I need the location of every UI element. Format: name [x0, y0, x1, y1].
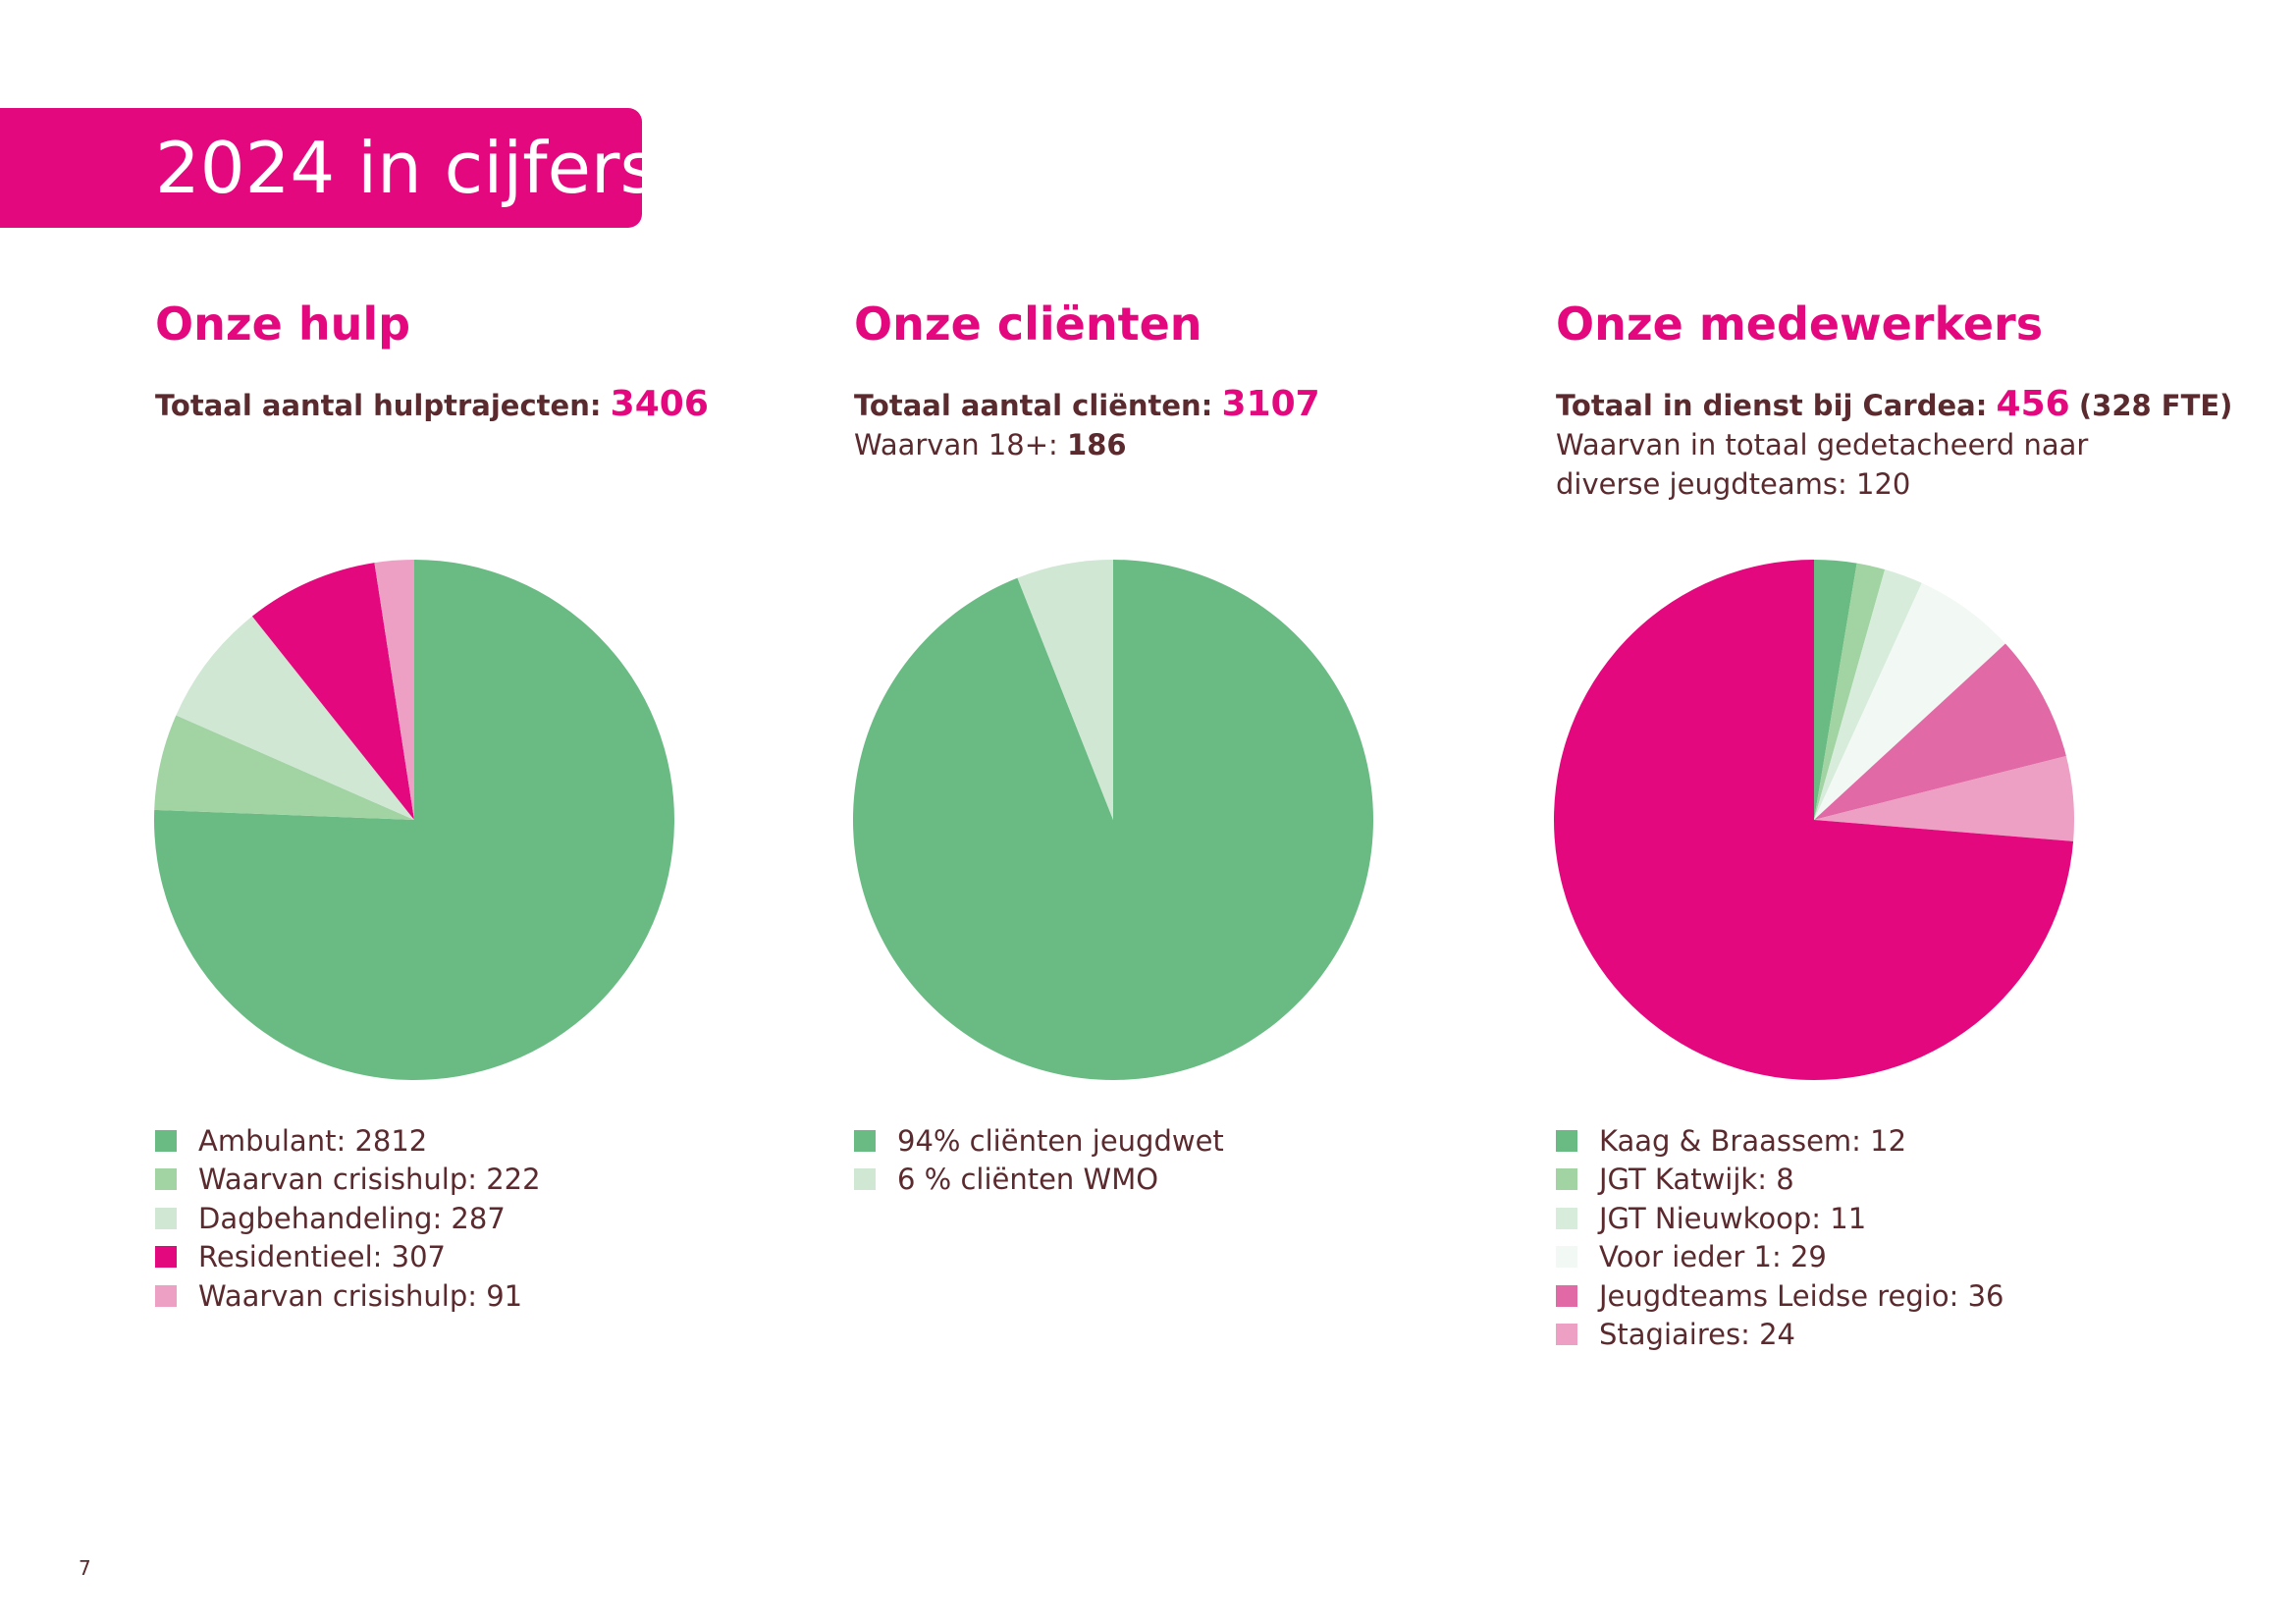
legend-swatch	[155, 1129, 177, 1152]
pie-slice	[154, 715, 414, 820]
section-heading: Onze medewerkers	[1556, 298, 2044, 351]
section-onze-hulp: Onze hulp Totaal aantal hulptrajecten: 3…	[155, 295, 823, 425]
pie-slice	[1814, 560, 1857, 820]
legend-swatch	[1556, 1324, 1577, 1346]
legend-medewerkers: Kaag & Braassem: 12 JGT Katwijk: 8 JGT Nie…	[1556, 1121, 2243, 1354]
legend-swatch	[854, 1168, 876, 1191]
section-heading: Onze hulp	[155, 298, 411, 351]
section-onze-medewerkers: Onze medewerkers Totaal in dienst bij Ca…	[1556, 295, 2282, 504]
title-banner: 2024 in cijfers	[0, 108, 657, 228]
sub-stat-label: Waarvan 18+:	[854, 428, 1058, 461]
pie-slice	[251, 563, 414, 820]
pie-slice	[1814, 582, 2005, 820]
total-stat: Totaal in dienst bij Cardea: 456 (328 FT…	[1556, 385, 2282, 504]
stat-label: Totaal aantal hulptrajecten:	[155, 389, 602, 422]
stat-value: 456	[1996, 384, 2070, 424]
stat-fte: (328 FTE)	[2078, 389, 2233, 422]
legend-item: JGT Nieuwkoop: 11	[1556, 1199, 2243, 1238]
legend-item: Waarvan crisishulp: 222	[155, 1161, 842, 1200]
legend-item: Kaag & Braassem: 12	[1556, 1121, 2243, 1161]
legend-swatch	[1556, 1168, 1577, 1191]
pie-slice	[1814, 563, 1886, 820]
stat-value: 3107	[1221, 384, 1320, 424]
total-stat: Totaal aantal hulptrajecten: 3406	[155, 385, 823, 425]
legend-item: Jeugdteams Leidse regio: 36	[1556, 1276, 2243, 1316]
stat-value: 3406	[610, 384, 709, 424]
legend-label: 94% cliënten jeugdwet	[897, 1123, 1224, 1158]
sub-stat-value: 186	[1067, 428, 1127, 461]
legend-item: Stagiaires: 24	[1556, 1316, 2243, 1355]
section-heading: Onze cliënten	[854, 298, 1202, 351]
sub-stat-line-1: Waarvan in totaal gedetacheerd naar	[1556, 428, 2089, 461]
legend-swatch	[854, 1129, 876, 1152]
pie-slice	[1554, 560, 2074, 1080]
legend-label: 6 % cliënten WMO	[897, 1163, 1159, 1197]
pie-slice	[1814, 755, 2074, 841]
legend-item: JGT Katwijk: 8	[1556, 1161, 2243, 1200]
pie-chart-clienten	[853, 560, 1373, 1080]
sub-stat: Waarvan 18+: 186	[854, 425, 1522, 464]
legend-label: Dagbehandeling: 287	[198, 1201, 506, 1235]
legend-label: Voor ieder 1: 29	[1599, 1240, 1827, 1274]
legend-swatch	[155, 1207, 177, 1229]
legend-item: 94% cliënten jeugdwet	[854, 1121, 1541, 1161]
legend-swatch	[155, 1284, 177, 1307]
pie-slice	[1814, 643, 2066, 820]
legend-item: Ambulant: 2812	[155, 1121, 842, 1161]
legend-label: Residentieel: 307	[198, 1240, 446, 1274]
legend-label: Waarvan crisishulp: 222	[198, 1163, 541, 1197]
pie-slice	[1017, 560, 1113, 820]
legend-label: Jeugdteams Leidse regio: 36	[1599, 1278, 2004, 1313]
legend-label: JGT Nieuwkoop: 11	[1599, 1201, 1867, 1235]
legend-swatch	[155, 1168, 177, 1191]
page-title: 2024 in cijfers	[155, 127, 657, 209]
sub-stat-line-2: diverse jeugdteams: 120	[1556, 467, 1911, 501]
legend-swatch	[1556, 1207, 1577, 1229]
page-number: 7	[79, 1556, 91, 1580]
legend-label: JGT Katwijk: 8	[1599, 1163, 1794, 1197]
legend-item: 6 % cliënten WMO	[854, 1161, 1541, 1200]
legend-label: Ambulant: 2812	[198, 1123, 428, 1158]
stat-label: Totaal aantal cliënten:	[854, 389, 1213, 422]
section-onze-clienten: Onze cliënten Totaal aantal cliënten: 31…	[854, 295, 1522, 464]
legend-label: Kaag & Braassem: 12	[1599, 1123, 1907, 1158]
legend-label: Stagiaires: 24	[1599, 1318, 1795, 1352]
pie-chart-hulp	[153, 560, 674, 1080]
stat-label: Totaal in dienst bij Cardea:	[1556, 389, 1988, 422]
legend-hulp: Ambulant: 2812 Waarvan crisishulp: 222 Dag…	[155, 1121, 842, 1316]
pie-slice	[1814, 568, 1922, 820]
legend-label: Waarvan crisishulp: 91	[198, 1278, 523, 1313]
legend-swatch	[155, 1246, 177, 1269]
legend-clienten: 94% cliënten jeugdwet 6 % cliënten WMO	[854, 1121, 1541, 1199]
pie-slice	[176, 616, 414, 820]
legend-swatch	[1556, 1129, 1577, 1152]
legend-item: Residentieel: 307	[155, 1238, 842, 1277]
pie-slice	[374, 560, 414, 820]
legend-swatch	[1556, 1246, 1577, 1269]
pie-chart-medewerkers	[1554, 560, 2074, 1080]
total-stat: Totaal aantal cliënten: 3107 Waarvan 18+…	[854, 385, 1522, 464]
legend-item: Waarvan crisishulp: 91	[155, 1276, 842, 1316]
legend-item: Dagbehandeling: 287	[155, 1199, 842, 1238]
legend-swatch	[1556, 1284, 1577, 1307]
legend-item: Voor ieder 1: 29	[1556, 1238, 2243, 1277]
